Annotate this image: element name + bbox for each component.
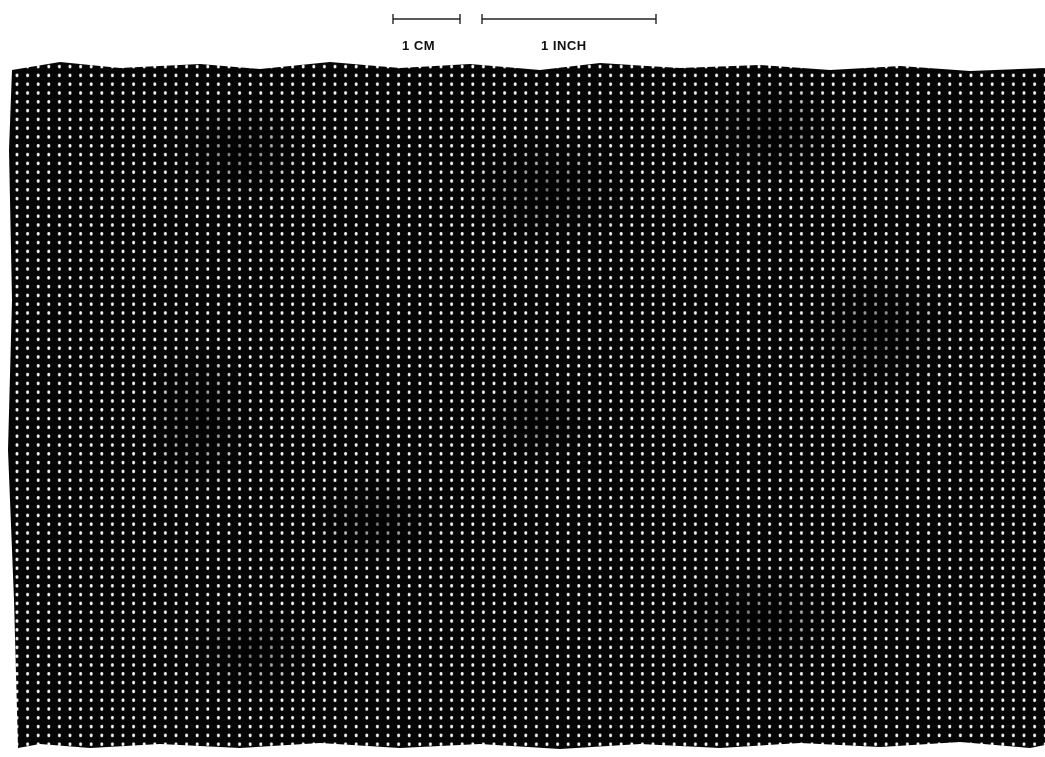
scale-bar-1inch	[481, 14, 657, 24]
scale-bar-1cm	[392, 14, 461, 24]
scale-label-cm: 1 CM	[402, 38, 436, 53]
scale-bar-area: 1 CM 1 INCH	[0, 0, 1045, 60]
scale-label-inch: 1 INCH	[541, 38, 587, 53]
fabric-shadow-patches	[140, 75, 960, 700]
fabric-swatch	[8, 62, 1045, 749]
scale-bars	[392, 14, 657, 24]
